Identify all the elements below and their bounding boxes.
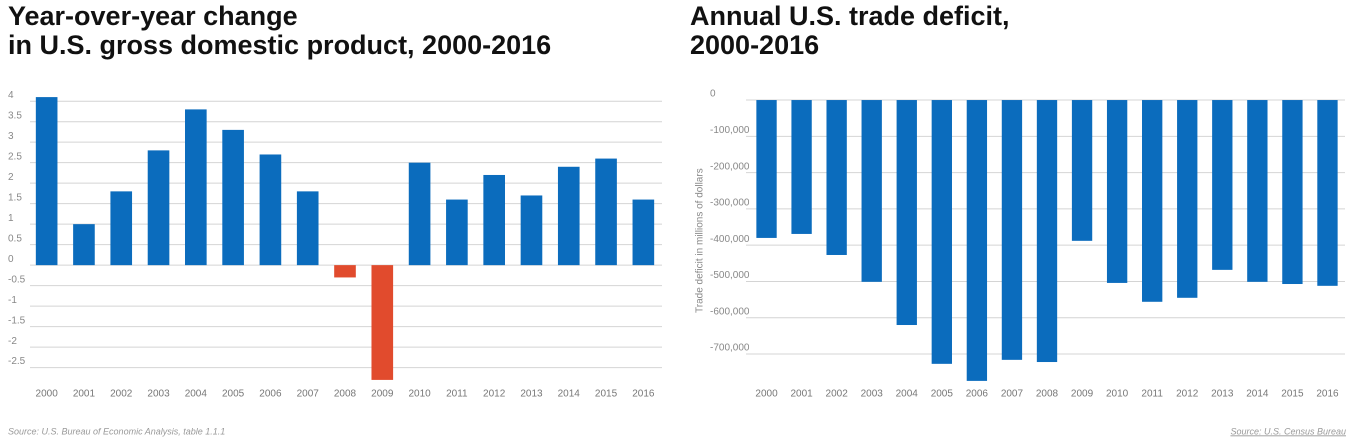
x-tick-label: 2011 [1141,389,1163,400]
y-axis-label: Trade deficit in millions of dollars [695,168,706,313]
y-tick-label: -100,000 [710,125,750,136]
bar [1282,100,1303,285]
bar [791,100,812,234]
bar [259,154,282,266]
bar [557,166,580,266]
x-tick-label: 2000 [36,389,59,400]
bar [1317,100,1338,286]
bar [73,224,95,266]
bar [931,100,952,364]
x-tick-label: 2013 [520,389,543,400]
x-tick-label: 2005 [931,389,954,400]
x-tick-label: 2003 [861,389,884,400]
y-tick-label: -1 [8,295,17,306]
x-tick-label: 2000 [755,389,778,400]
x-tick-label: 2001 [73,389,96,400]
x-tick-label: 2016 [1316,389,1339,400]
y-tick-label: 1 [8,213,14,224]
bar [185,109,207,266]
x-tick-label: 2014 [558,389,581,400]
x-tick-label: 2006 [966,389,989,400]
bar [756,100,777,238]
x-tick-label: 2012 [483,389,506,400]
x-tick-label: 2008 [1036,389,1059,400]
x-tick-label: 2007 [297,389,320,400]
bar [1071,100,1093,241]
y-tick-label: -700,000 [710,343,750,354]
x-tick-label: 2015 [1281,389,1304,400]
bar [408,162,431,266]
x-tick-label: 2001 [790,389,813,400]
bar [446,199,468,266]
chart-title: Annual U.S. trade deficit, [690,1,1010,31]
bar [595,158,617,266]
x-tick-label: 2002 [826,389,849,400]
x-tick-label: 2004 [185,389,208,400]
y-tick-label: 1.5 [8,192,22,203]
y-tick-label: -2.5 [8,356,26,367]
source: Source: U.S. Census Bureau [1230,426,1346,436]
bar [371,265,394,380]
y-tick-label: -1.5 [8,315,26,326]
bar [147,150,170,266]
y-tick-label: 2 [8,172,14,183]
x-tick-label: 2003 [147,389,170,400]
y-tick-label: -300,000 [710,198,750,209]
bar [296,191,319,266]
y-tick-label: -500,000 [710,270,750,281]
bar [110,191,133,266]
x-tick-label: 2005 [222,389,245,400]
y-tick-label: 2.5 [8,151,22,162]
x-tick-label: 2013 [1211,389,1234,400]
bar [896,100,917,326]
bar [483,174,505,266]
bar [1247,100,1268,282]
x-tick-label: 2009 [1071,389,1094,400]
bar [520,195,543,266]
y-tick-label: -600,000 [710,306,750,317]
bar [222,129,244,266]
x-tick-label: 2009 [371,389,394,400]
y-tick-label: -0.5 [8,274,26,285]
x-tick-label: 2007 [1001,389,1024,400]
x-tick-label: 2011 [446,389,468,400]
bar [1106,100,1128,283]
bar [1036,100,1058,363]
bar [632,199,655,266]
x-tick-label: 2002 [110,389,133,400]
x-tick-label: 2015 [595,389,618,400]
bar [35,97,58,266]
y-tick-label: 3 [8,131,14,142]
y-tick-label: -400,000 [710,234,750,245]
y-tick-label: -2 [8,336,17,347]
y-tick-label: 4 [8,90,14,101]
y-tick-label: 3.5 [8,110,22,121]
x-tick-label: 2004 [896,389,919,400]
y-tick-label: -200,000 [710,161,750,172]
bar [826,100,847,255]
x-tick-label: 2012 [1176,389,1199,400]
bar [334,265,356,278]
x-tick-label: 2016 [632,389,655,400]
bar [966,100,988,381]
y-tick-label: 0 [710,89,716,100]
source: Source: U.S. Bureau of Economic Analysis… [8,426,225,436]
x-tick-label: 2010 [1106,389,1129,400]
chart-title: 2000-2016 [690,30,819,60]
chart-title: in U.S. gross domestic product, 2000-201… [8,30,551,60]
bar [1177,100,1198,298]
x-tick-label: 2006 [259,389,282,400]
chart-title: Year-over-year change [8,1,298,31]
x-tick-label: 2008 [334,389,357,400]
y-tick-label: 0 [8,254,14,265]
x-tick-label: 2014 [1246,389,1269,400]
bar [861,100,882,282]
bar [1001,100,1023,360]
bar [1212,100,1233,270]
bar [1142,100,1163,302]
y-tick-label: 0.5 [8,233,22,244]
x-tick-label: 2010 [408,389,431,400]
